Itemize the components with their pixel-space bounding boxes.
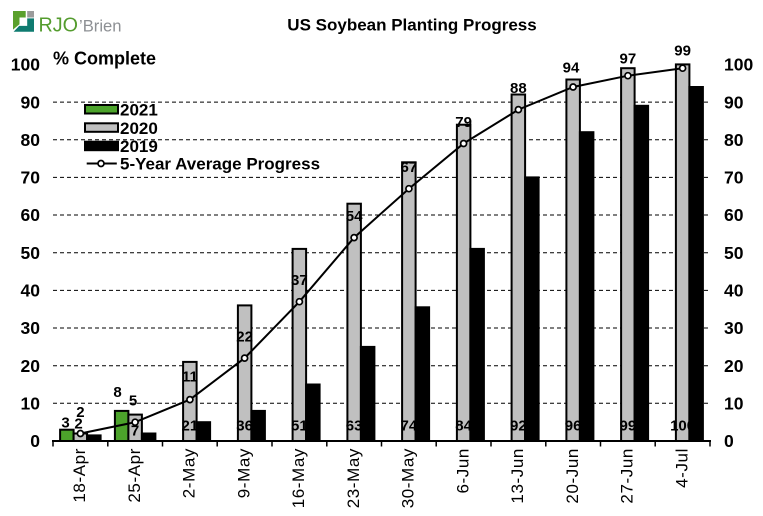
svg-text:13-Jun: 13-Jun bbox=[508, 448, 527, 504]
svg-text:5-Year Average Progress: 5-Year Average Progress bbox=[120, 155, 320, 174]
svg-text:74: 74 bbox=[401, 418, 418, 435]
svg-text:97: 97 bbox=[620, 51, 637, 68]
svg-text:100: 100 bbox=[11, 55, 40, 75]
svg-text:80: 80 bbox=[21, 130, 41, 150]
svg-text:2021: 2021 bbox=[120, 100, 158, 119]
svg-text:84: 84 bbox=[455, 418, 472, 435]
svg-text:27-Jun: 27-Jun bbox=[618, 448, 637, 504]
svg-text:16-May: 16-May bbox=[289, 448, 308, 508]
svg-text:90: 90 bbox=[21, 92, 41, 112]
svg-text:0: 0 bbox=[30, 431, 40, 451]
svg-text:51: 51 bbox=[291, 418, 308, 435]
svg-text:63: 63 bbox=[346, 418, 363, 435]
svg-text:2: 2 bbox=[76, 404, 84, 421]
svg-text:99: 99 bbox=[620, 418, 637, 435]
svg-text:7: 7 bbox=[131, 423, 139, 440]
svg-text:% Complete: % Complete bbox=[53, 49, 156, 69]
svg-text:9-May: 9-May bbox=[234, 448, 253, 498]
svg-text:50: 50 bbox=[724, 243, 744, 263]
svg-text:60: 60 bbox=[724, 205, 744, 225]
svg-text:11: 11 bbox=[182, 369, 198, 386]
svg-text:2: 2 bbox=[74, 416, 82, 433]
svg-text:70: 70 bbox=[724, 168, 744, 188]
svg-text:20: 20 bbox=[724, 356, 744, 376]
svg-text:8: 8 bbox=[113, 384, 121, 401]
svg-text:70: 70 bbox=[21, 168, 41, 188]
svg-text:10: 10 bbox=[21, 394, 41, 414]
svg-text:40: 40 bbox=[21, 281, 41, 301]
svg-text:23-May: 23-May bbox=[344, 448, 363, 508]
svg-text:2019: 2019 bbox=[120, 137, 158, 156]
svg-text:20-Jun: 20-Jun bbox=[563, 448, 582, 504]
svg-text:100: 100 bbox=[724, 55, 753, 75]
svg-text:90: 90 bbox=[724, 92, 744, 112]
svg-text:60: 60 bbox=[21, 205, 41, 225]
svg-text:96: 96 bbox=[565, 418, 582, 435]
svg-text:88: 88 bbox=[510, 80, 527, 97]
svg-text:5: 5 bbox=[129, 393, 137, 410]
svg-text:79: 79 bbox=[455, 114, 472, 131]
svg-text:54: 54 bbox=[346, 208, 363, 225]
svg-text:40: 40 bbox=[724, 281, 744, 301]
svg-text:50: 50 bbox=[21, 243, 41, 263]
svg-text:25-Apr: 25-Apr bbox=[125, 448, 144, 503]
svg-text:30-May: 30-May bbox=[399, 448, 418, 508]
svg-text:94: 94 bbox=[563, 60, 580, 77]
svg-text:’Brien: ’Brien bbox=[79, 18, 122, 36]
svg-text:67: 67 bbox=[401, 159, 418, 176]
svg-text:3: 3 bbox=[61, 415, 69, 432]
svg-text:2020: 2020 bbox=[120, 119, 158, 138]
svg-text:22: 22 bbox=[236, 329, 253, 346]
svg-text:US Soybean Planting Progress: US Soybean Planting Progress bbox=[287, 16, 536, 35]
svg-text:RJO: RJO bbox=[39, 15, 79, 37]
svg-text:0: 0 bbox=[724, 431, 734, 451]
svg-text:37: 37 bbox=[291, 272, 308, 289]
svg-text:100: 100 bbox=[670, 418, 695, 435]
svg-text:6-Jun: 6-Jun bbox=[453, 448, 472, 494]
svg-text:36: 36 bbox=[236, 418, 253, 435]
svg-text:10: 10 bbox=[724, 394, 744, 414]
svg-text:21: 21 bbox=[182, 418, 199, 435]
svg-text:4-Jul: 4-Jul bbox=[672, 448, 691, 488]
svg-text:2-May: 2-May bbox=[180, 448, 199, 498]
svg-text:30: 30 bbox=[724, 318, 744, 338]
svg-text:20: 20 bbox=[21, 356, 41, 376]
svg-text:80: 80 bbox=[724, 130, 744, 150]
svg-text:18-Apr: 18-Apr bbox=[70, 448, 89, 503]
svg-text:30: 30 bbox=[21, 318, 41, 338]
svg-text:99: 99 bbox=[674, 43, 691, 60]
svg-text:92: 92 bbox=[510, 418, 527, 435]
